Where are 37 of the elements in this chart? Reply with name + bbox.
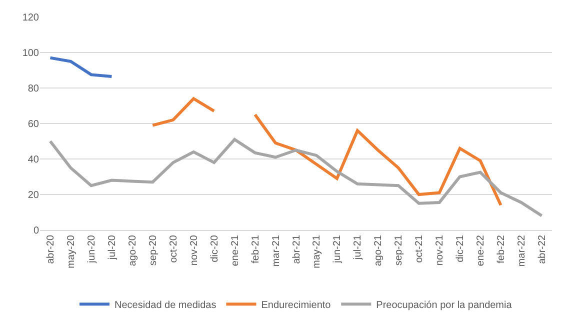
x-tick-label: feb-21 [250, 234, 262, 264]
x-tick-label: ene-22 [476, 234, 487, 266]
y-tick-label: 20 [28, 190, 40, 201]
x-tick-label: may-20 [66, 234, 77, 268]
x-tick-label: mar-22 [516, 234, 528, 267]
x-tick-label: oct-21 [414, 234, 426, 263]
x-tick-label: sep-21 [394, 234, 405, 266]
x-tick-label: jul-20 [106, 234, 118, 260]
line-series [48, 138, 544, 218]
x-tick-label: jun-20 [86, 234, 98, 264]
x-tick-label: mar-21 [270, 234, 282, 267]
x-tick-label: sep-20 [148, 234, 159, 266]
y-tick-label: 120 [22, 12, 40, 24]
y-tick-label: 80 [28, 84, 40, 94]
y-tick-label: 100 [22, 48, 40, 59]
x-tick-label: jun-21 [332, 234, 344, 264]
x-tick-label: dic-21 [455, 234, 466, 262]
x-tick-label: abr-20 [45, 234, 56, 264]
legend-label: Necesidad de medidas [114, 300, 216, 312]
x-tick-label: feb-22 [496, 234, 508, 264]
line-series [48, 56, 114, 78]
x-tick-label: ago-21 [373, 234, 384, 266]
legend-label: Preocupación por la pandemia [376, 300, 512, 312]
x-tick-label: abr-21 [291, 234, 302, 264]
x-tick-label: abr-22 [537, 234, 548, 264]
x-tick-label: oct-20 [168, 234, 180, 263]
y-tick-label: 60 [28, 119, 40, 130]
x-tick-label: nov-20 [188, 234, 200, 266]
x-tick-label: jul-21 [352, 234, 364, 260]
x-tick-label: ene-21 [230, 234, 241, 266]
y-tick-label: 40 [28, 154, 40, 166]
x-tick-label: nov-21 [434, 234, 446, 266]
x-tick-label: dic-20 [209, 234, 220, 262]
y-tick-label: 0 [33, 226, 40, 236]
legend-label: Endurecimiento [261, 300, 332, 312]
x-tick-label: may-21 [312, 234, 323, 268]
x-tick-label: ago-20 [127, 234, 138, 266]
